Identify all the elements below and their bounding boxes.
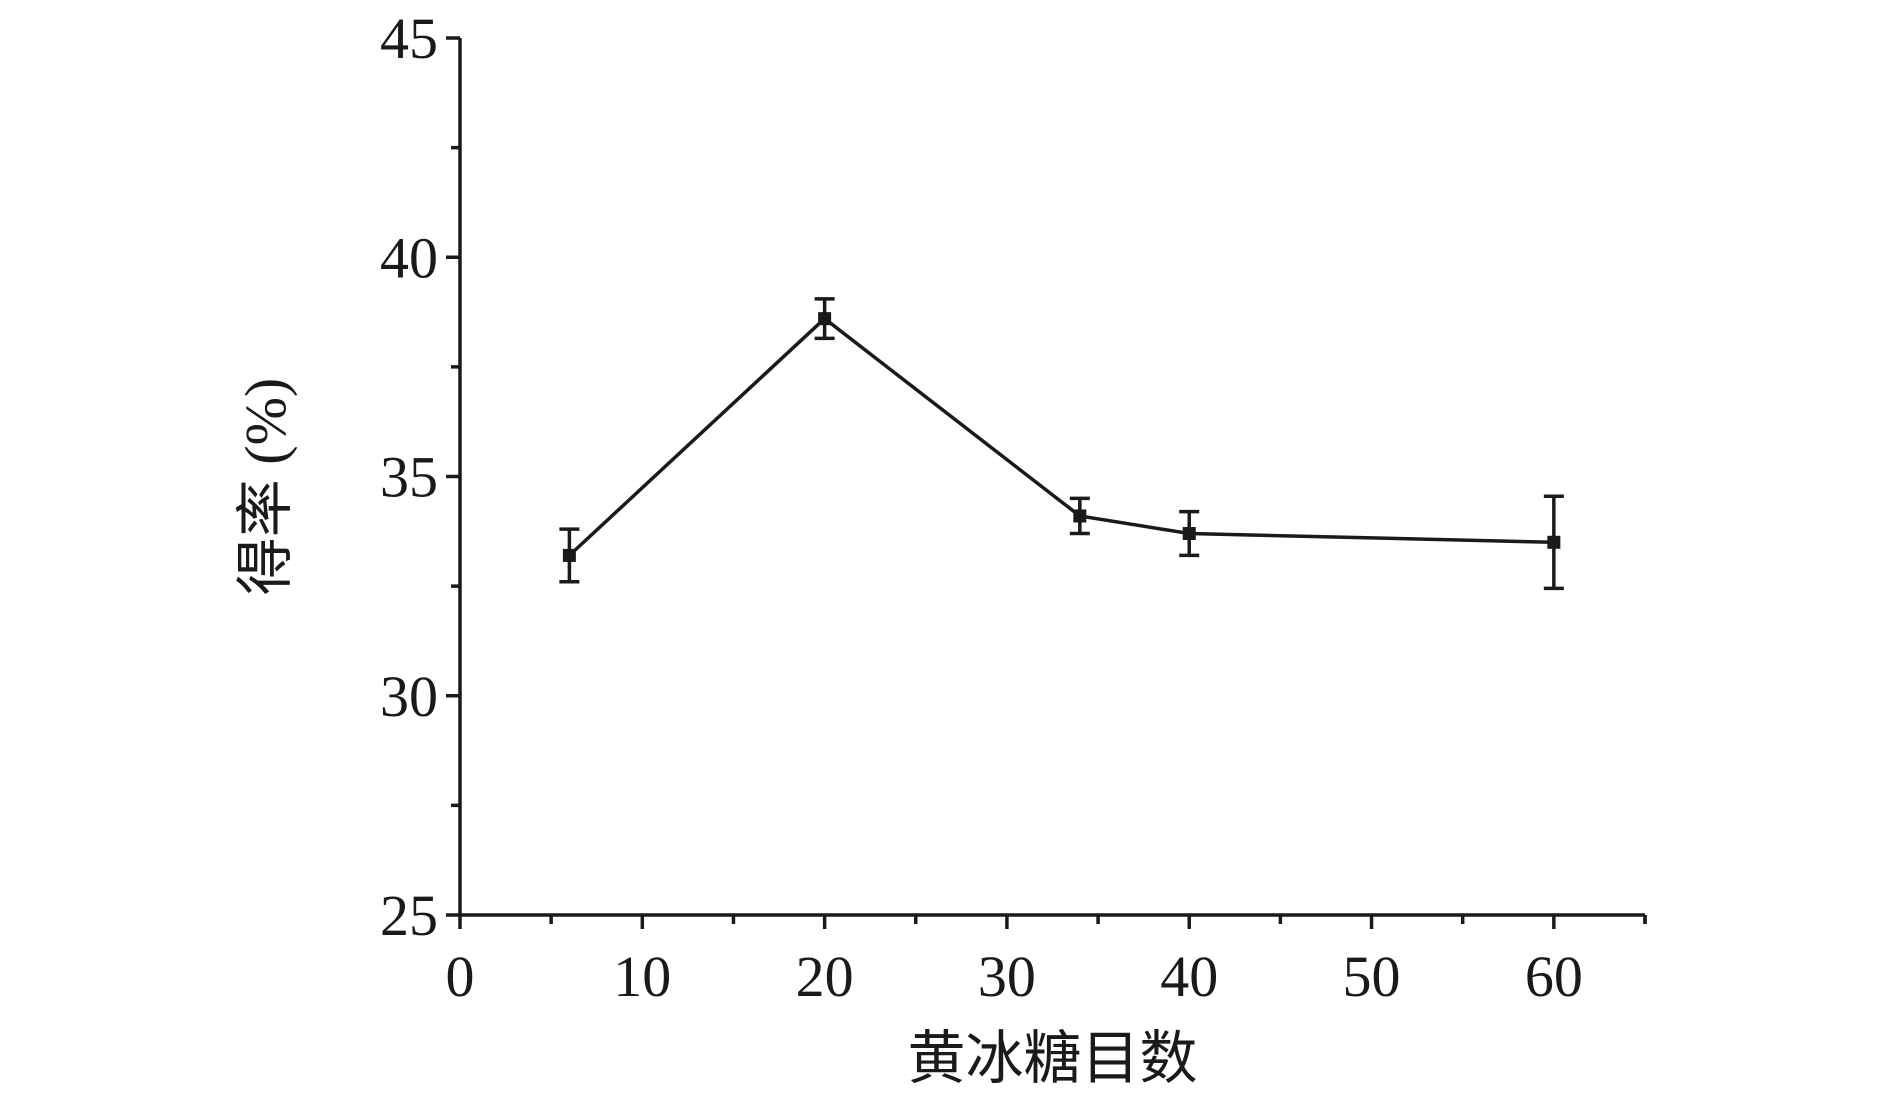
data-point <box>818 312 832 326</box>
y-tick-label: 45 <box>380 6 438 71</box>
x-tick-label: 10 <box>613 944 671 1009</box>
series-layer <box>559 297 1564 591</box>
x-ticks: 0 10 20 30 40 50 60 <box>446 915 1647 1009</box>
x-tick-label: 0 <box>446 944 475 1009</box>
data-point <box>1073 509 1087 523</box>
y-tick-label: 25 <box>380 883 438 948</box>
x-tick-label: 40 <box>1160 944 1218 1009</box>
y-tick-label: 30 <box>380 664 438 729</box>
axes <box>458 38 1645 917</box>
data-point <box>1182 527 1196 541</box>
x-tick-label: 20 <box>796 944 854 1009</box>
data-point <box>1547 535 1561 549</box>
data-point <box>562 548 576 562</box>
x-tick-label: 60 <box>1525 944 1583 1009</box>
x-axis-title: 黄冰糖目数 <box>907 1026 1197 1091</box>
x-tick-label: 50 <box>1343 944 1401 1009</box>
y-axis-title: 得率 (%) <box>233 378 298 595</box>
y-tick-label: 40 <box>380 225 438 290</box>
series-line <box>568 316 1554 557</box>
y-tick-label: 35 <box>380 445 438 510</box>
x-tick-label: 30 <box>978 944 1036 1009</box>
y-ticks: 25 30 35 40 45 <box>380 6 460 948</box>
